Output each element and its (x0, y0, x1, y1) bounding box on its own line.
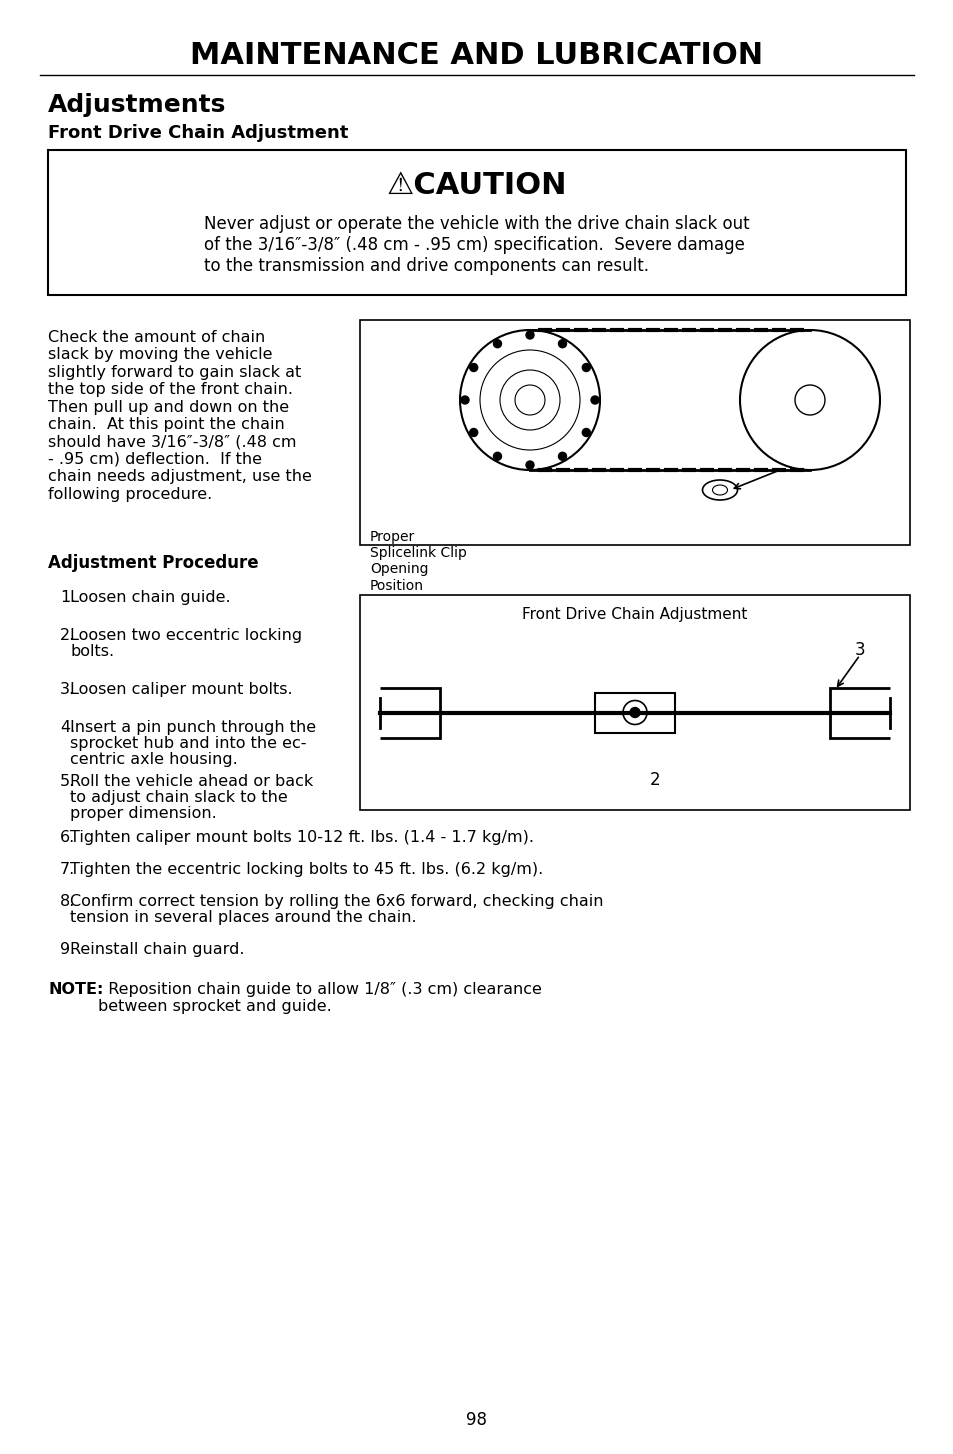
Text: Reposition chain guide to allow 1/8″ (.3 cm) clearance
between sprocket and guid: Reposition chain guide to allow 1/8″ (.3… (98, 981, 541, 1015)
Text: 98: 98 (466, 1410, 487, 1429)
Circle shape (460, 395, 469, 404)
Text: Adjustment Procedure: Adjustment Procedure (48, 554, 258, 571)
Text: 1.: 1. (60, 590, 75, 605)
FancyBboxPatch shape (359, 595, 909, 810)
Circle shape (590, 395, 598, 404)
FancyBboxPatch shape (48, 150, 905, 295)
Circle shape (525, 461, 534, 470)
Circle shape (558, 340, 566, 348)
Circle shape (525, 332, 534, 339)
Text: 2.: 2. (60, 628, 75, 643)
Circle shape (493, 452, 501, 461)
Text: MAINTENANCE AND LUBRICATION: MAINTENANCE AND LUBRICATION (191, 41, 762, 70)
Text: Adjustments: Adjustments (48, 93, 226, 116)
Text: Tighten caliper mount bolts 10-12 ft. lbs. (1.4 - 1.7 kg/m).: Tighten caliper mount bolts 10-12 ft. lb… (70, 830, 534, 845)
Text: Front Drive Chain Adjustment: Front Drive Chain Adjustment (48, 124, 348, 142)
Text: Reinstall chain guard.: Reinstall chain guard. (70, 942, 244, 957)
Text: Confirm correct tension by rolling the 6x6 forward, checking chain: Confirm correct tension by rolling the 6… (70, 894, 603, 909)
Text: 2: 2 (649, 771, 659, 790)
Text: bolts.: bolts. (70, 644, 114, 659)
Text: 5.: 5. (60, 774, 75, 790)
Text: Loosen caliper mount bolts.: Loosen caliper mount bolts. (70, 682, 293, 696)
Text: NOTE:: NOTE: (48, 981, 103, 997)
Text: Loosen two eccentric locking: Loosen two eccentric locking (70, 628, 302, 643)
Text: proper dimension.: proper dimension. (70, 806, 216, 822)
Text: Front Drive Chain Adjustment: Front Drive Chain Adjustment (521, 608, 747, 622)
Circle shape (493, 340, 501, 348)
Circle shape (581, 429, 590, 436)
Bar (595, 692, 675, 733)
Text: Loosen chain guide.: Loosen chain guide. (70, 590, 231, 605)
Text: Insert a pin punch through the: Insert a pin punch through the (70, 720, 315, 736)
Text: Tighten the eccentric locking bolts to 45 ft. lbs. (6.2 kg/m).: Tighten the eccentric locking bolts to 4… (70, 862, 542, 877)
Text: sprocket hub and into the ec-: sprocket hub and into the ec- (70, 736, 306, 752)
Text: 3: 3 (854, 641, 864, 659)
Text: 7.: 7. (60, 862, 75, 877)
Circle shape (558, 452, 566, 461)
Circle shape (469, 429, 477, 436)
FancyBboxPatch shape (359, 320, 909, 545)
Text: 4.: 4. (60, 720, 75, 736)
Circle shape (629, 708, 639, 717)
Text: tension in several places around the chain.: tension in several places around the cha… (70, 910, 416, 925)
Text: to adjust chain slack to the: to adjust chain slack to the (70, 790, 288, 806)
Text: 9.: 9. (60, 942, 75, 957)
Text: 6.: 6. (60, 830, 75, 845)
Text: Proper
Splicelink Clip
Opening
Position: Proper Splicelink Clip Opening Position (370, 531, 466, 593)
Text: Check the amount of chain
slack by moving the vehicle
slightly forward to gain s: Check the amount of chain slack by movin… (48, 330, 312, 502)
Text: Roll the vehicle ahead or back: Roll the vehicle ahead or back (70, 774, 313, 790)
Text: 3.: 3. (60, 682, 75, 696)
Text: ⚠CAUTION: ⚠CAUTION (386, 170, 567, 199)
Text: centric axle housing.: centric axle housing. (70, 752, 237, 768)
Text: Never adjust or operate the vehicle with the drive chain slack out
of the 3/16″-: Never adjust or operate the vehicle with… (204, 215, 749, 275)
Circle shape (469, 364, 477, 372)
Text: 8.: 8. (60, 894, 75, 909)
Circle shape (581, 364, 590, 372)
